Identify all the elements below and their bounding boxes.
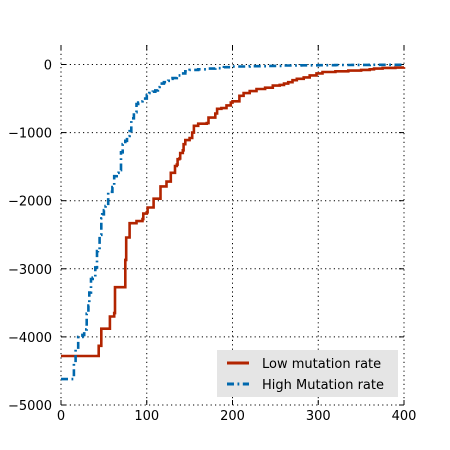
y-tick-label: 0 [44,59,52,74]
tick-layer: 0 100 200 300 400 0 −1000 −2000 −3000 −4000 −5000 [8,45,416,424]
x-tick-label: 0 [57,409,65,424]
series-layer [61,63,406,381]
series-line-low-mutation-rate [61,66,406,358]
y-tick-label: −3000 [8,263,52,278]
legend-label-low-mutation-rate: Low mutation rate [262,357,381,372]
x-tick-label: 400 [392,409,417,424]
y-tick-label: −1000 [8,127,52,142]
grid-layer [60,45,405,406]
legend: Low mutation rate High Mutation rate [217,350,398,397]
legend-label-high-mutation-rate: High Mutation rate [262,378,384,393]
x-tick-label: 100 [134,409,159,424]
x-tick-label: 300 [306,409,331,424]
y-tick-label: −2000 [8,195,52,210]
series-line-high-mutation-rate [61,63,406,381]
y-tick-label: −5000 [8,399,52,414]
x-tick-label: 200 [220,409,245,424]
y-tick-label: −4000 [8,331,52,346]
legend-background [217,350,398,397]
